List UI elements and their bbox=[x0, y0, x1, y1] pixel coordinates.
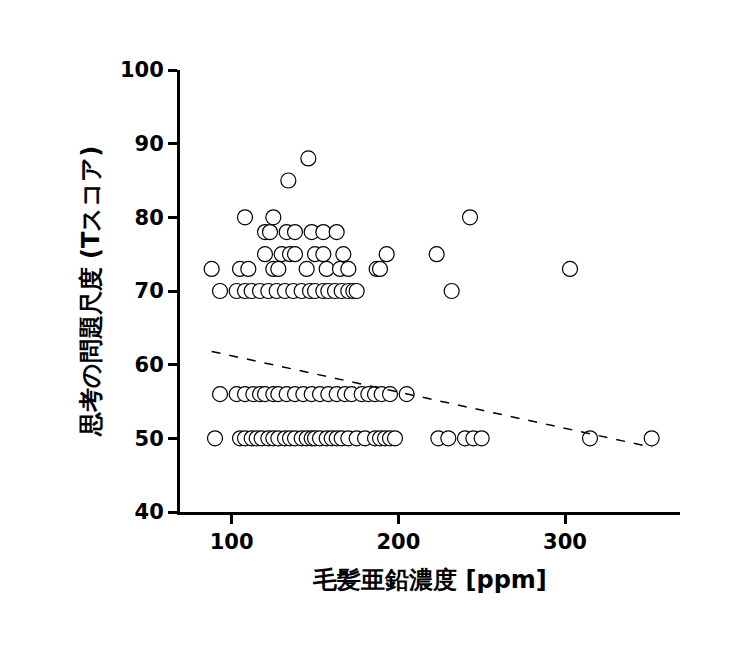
svg-text:60: 60 bbox=[135, 353, 164, 377]
svg-text:毛髪亜鉛濃度 [ppm]: 毛髪亜鉛濃度 [ppm] bbox=[312, 566, 547, 594]
svg-text:思考の問題尺度 (Tスコア): 思考の問題尺度 (Tスコア) bbox=[77, 146, 105, 438]
svg-text:300: 300 bbox=[543, 530, 587, 554]
svg-text:100: 100 bbox=[120, 58, 164, 82]
svg-text:200: 200 bbox=[376, 530, 420, 554]
svg-text:100: 100 bbox=[210, 530, 254, 554]
svg-text:40: 40 bbox=[135, 500, 164, 524]
svg-text:70: 70 bbox=[135, 279, 164, 303]
svg-text:90: 90 bbox=[135, 132, 164, 156]
svg-text:50: 50 bbox=[135, 427, 164, 451]
svg-text:80: 80 bbox=[135, 206, 164, 230]
